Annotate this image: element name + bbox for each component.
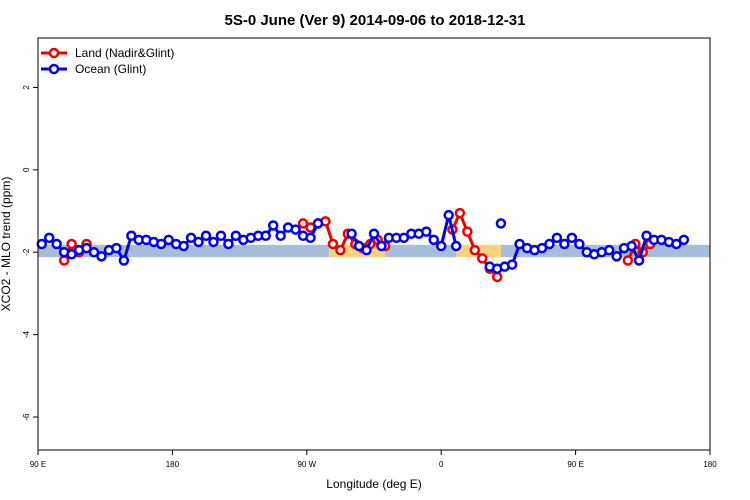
data-point <box>66 249 77 260</box>
data-point <box>671 238 682 250</box>
series-ocean <box>36 209 690 274</box>
data-point <box>421 226 432 237</box>
data-point <box>297 218 309 229</box>
x-tick-label: 180 <box>703 460 717 469</box>
legend-marker <box>48 47 60 59</box>
data-point <box>58 255 70 266</box>
data-point <box>155 238 167 250</box>
data-point <box>260 230 271 242</box>
data-point <box>641 230 652 242</box>
data-point <box>462 226 473 237</box>
data-point <box>551 232 563 244</box>
series-layer <box>36 207 690 283</box>
y-axis: 2 0 -2 -4 -6 <box>22 85 38 421</box>
data-point <box>178 240 189 252</box>
data-point <box>495 218 507 229</box>
legend-marker <box>48 63 60 75</box>
data-point <box>559 238 570 250</box>
data-point <box>208 236 219 248</box>
data-point <box>428 234 439 246</box>
data-point <box>361 244 372 256</box>
data-point <box>353 240 365 252</box>
x-tick-label: 90 E <box>30 460 46 469</box>
y-tick-label: -4 <box>22 331 31 339</box>
data-point <box>111 242 122 254</box>
plot-frame <box>37 37 711 451</box>
data-point <box>51 238 62 250</box>
legend-label: Ocean (Glint) <box>75 62 146 76</box>
data-point <box>275 230 286 242</box>
y-tick-label: -6 <box>22 413 31 421</box>
data-point <box>435 240 447 252</box>
data-point <box>477 253 488 264</box>
data-point <box>626 240 637 252</box>
data-point <box>81 242 92 254</box>
data-point <box>611 251 622 262</box>
data-point <box>163 234 174 246</box>
data-point <box>603 244 615 256</box>
legend-label: Land (Nadir&Glint) <box>75 46 174 60</box>
x-axis: 90 E 180 90 W 0 90 E 180 <box>30 450 717 469</box>
data-point <box>223 238 234 250</box>
data-point <box>290 224 301 235</box>
data-point <box>633 255 645 266</box>
data-point <box>193 236 204 248</box>
data-point <box>514 238 525 250</box>
data-point <box>346 228 357 239</box>
x-tick-label: 90 W <box>297 460 316 469</box>
data-point <box>43 232 55 244</box>
data-point <box>678 234 690 246</box>
data-point <box>491 271 503 283</box>
data-point <box>327 238 339 250</box>
data-point <box>443 209 454 221</box>
data-point <box>215 230 227 242</box>
data-point <box>622 255 634 266</box>
legend-item: Land (Nadir&Glint) <box>41 46 174 60</box>
data-point <box>469 244 481 256</box>
x-tick-label: 90 E <box>567 460 583 469</box>
data-point <box>36 238 47 250</box>
y-tick-label: -2 <box>22 248 31 256</box>
data-point <box>335 244 346 256</box>
y-axis-label: XCO2 - MLO trend (ppm) <box>0 177 13 312</box>
data-point <box>454 207 466 219</box>
data-point <box>126 230 137 242</box>
data-point <box>398 232 410 244</box>
x-axis-label: Longitude (deg E) <box>326 477 421 491</box>
data-point <box>574 238 585 250</box>
data-point <box>368 228 380 239</box>
data-point <box>312 218 324 229</box>
data-point <box>506 259 518 270</box>
data-point <box>230 230 242 242</box>
data-point <box>566 232 578 244</box>
data-point <box>118 255 130 266</box>
data-point <box>66 238 77 250</box>
data-point <box>536 242 548 254</box>
legend-item: Ocean (Glint) <box>41 62 146 76</box>
x-tick-label: 180 <box>166 460 180 469</box>
data-point <box>88 246 100 258</box>
series-line <box>626 241 652 262</box>
x-tick-label: 0 <box>439 460 444 469</box>
data-point <box>450 240 462 252</box>
data-point <box>267 220 279 231</box>
chart-title: 5S-0 June (Ver 9) 2014-09-06 to 2018-12-… <box>224 12 525 29</box>
data-point <box>185 232 197 244</box>
data-point <box>305 232 316 244</box>
legend: Land (Nadir&Glint) Ocean (Glint) <box>41 46 174 76</box>
data-point <box>200 230 212 242</box>
y-tick-label: 2 <box>22 85 31 90</box>
y-tick-label: 0 <box>22 167 31 172</box>
data-point <box>376 240 387 252</box>
data-point <box>544 238 555 250</box>
data-point <box>96 251 107 262</box>
